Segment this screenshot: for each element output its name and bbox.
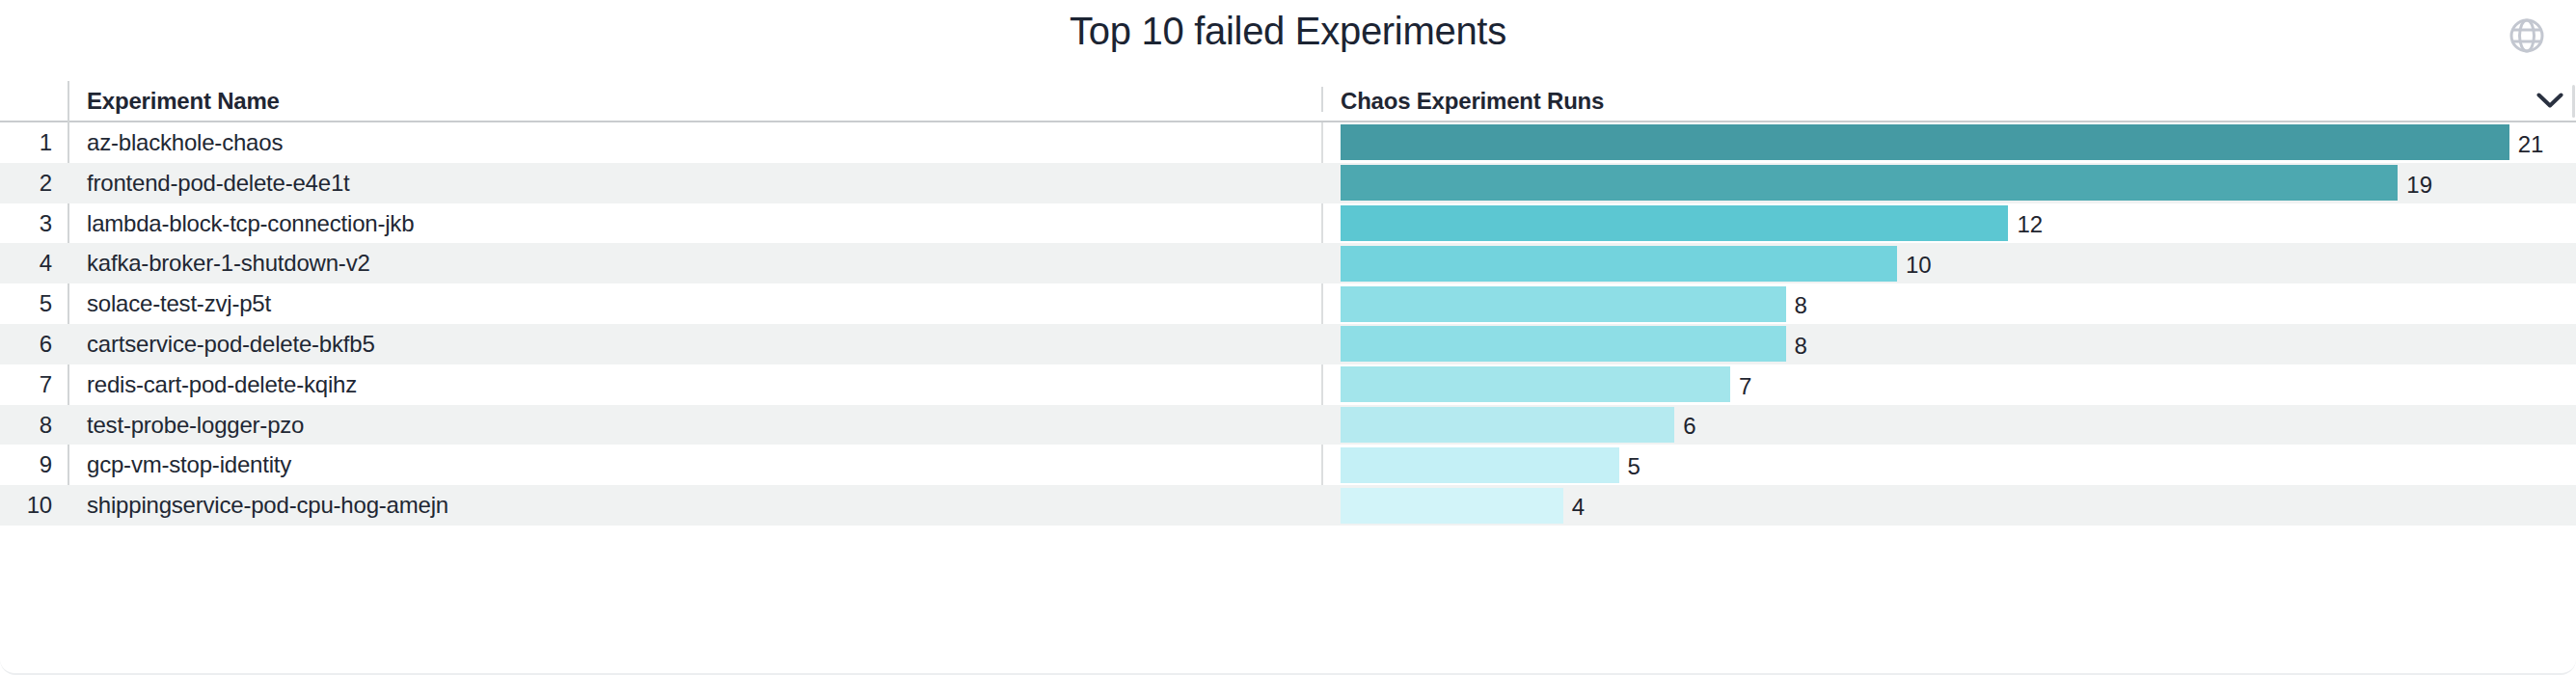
experiment-runs-bar[interactable]	[1341, 488, 1563, 524]
runs-column-divider-header	[1321, 87, 1323, 112]
row-number: 5	[0, 284, 52, 324]
experiment-name: az-blackhole-chaos	[87, 122, 283, 163]
top-failed-experiments-widget: Top 10 failed Experiments Experiment Nam…	[0, 0, 2576, 675]
bar-track: 5	[1341, 445, 2576, 485]
chevron-down-icon[interactable]	[2536, 93, 2563, 109]
experiment-runs-bar[interactable]	[1341, 205, 2008, 241]
experiment-runs-bar[interactable]	[1341, 326, 1786, 362]
experiment-name: kafka-broker-1-shutdown-v2	[87, 243, 370, 284]
table-row[interactable]: 3 lambda-block-tcp-connection-jkb 12	[0, 203, 2576, 244]
table-header: Experiment Name Chaos Experiment Runs	[0, 81, 2576, 122]
experiment-name: gcp-vm-stop-identity	[87, 445, 291, 485]
widget-title: Top 10 failed Experiments	[0, 8, 2576, 54]
experiment-runs-value: 8	[1795, 332, 1807, 361]
row-number: 3	[0, 203, 52, 244]
experiment-name: cartservice-pod-delete-bkfb5	[87, 324, 375, 364]
bar-track: 19	[1341, 163, 2576, 203]
table-row[interactable]: 6 cartservice-pod-delete-bkfb5 8	[0, 324, 2576, 364]
experiment-name: test-probe-logger-pzo	[87, 405, 304, 446]
row-number: 9	[0, 445, 52, 485]
experiment-runs-value: 7	[1739, 372, 1751, 401]
column-header-experiment-name[interactable]: Experiment Name	[87, 81, 280, 121]
bar-track: 12	[1341, 203, 2576, 244]
bar-track: 6	[1341, 405, 2576, 446]
table-row[interactable]: 7 redis-cart-pod-delete-kqihz 7	[0, 364, 2576, 405]
bar-track: 4	[1341, 485, 2576, 526]
table-row[interactable]: 4 kafka-broker-1-shutdown-v2 10	[0, 243, 2576, 284]
table-row[interactable]: 2 frontend-pod-delete-e4e1t 19	[0, 163, 2576, 203]
globe-icon[interactable]	[2508, 17, 2545, 54]
experiment-name: lambda-block-tcp-connection-jkb	[87, 203, 414, 244]
bar-track: 7	[1341, 364, 2576, 405]
table-row[interactable]: 10 shippingservice-pod-cpu-hog-amejn 4	[0, 485, 2576, 526]
row-number: 8	[0, 405, 52, 446]
bar-track: 8	[1341, 324, 2576, 364]
experiment-runs-value: 10	[1906, 251, 1932, 280]
experiment-runs-value: 21	[2518, 130, 2544, 159]
experiment-runs-value: 19	[2406, 171, 2432, 200]
experiment-name: solace-test-zvj-p5t	[87, 284, 271, 324]
table-row[interactable]: 1 az-blackhole-chaos 21	[0, 122, 2576, 163]
experiment-runs-value: 4	[1572, 493, 1585, 522]
experiment-runs-value: 8	[1795, 291, 1807, 320]
experiment-runs-bar[interactable]	[1341, 407, 1674, 443]
table-row[interactable]: 9 gcp-vm-stop-identity 5	[0, 445, 2576, 485]
experiment-runs-value: 5	[1628, 452, 1641, 481]
experiment-name: redis-cart-pod-delete-kqihz	[87, 364, 357, 405]
experiment-runs-value: 12	[2017, 210, 2043, 239]
bar-track: 21	[1341, 122, 2576, 163]
experiment-runs-bar[interactable]	[1341, 286, 1786, 322]
experiment-runs-bar[interactable]	[1341, 124, 2509, 160]
experiment-name: frontend-pod-delete-e4e1t	[87, 163, 350, 203]
row-number: 4	[0, 243, 52, 284]
row-number: 2	[0, 163, 52, 203]
table-body: 1 az-blackhole-chaos 21 2 frontend-pod-d…	[0, 122, 2576, 526]
experiment-runs-bar[interactable]	[1341, 366, 1730, 402]
scrollbar-thumb[interactable]	[2572, 85, 2575, 118]
experiment-runs-bar[interactable]	[1341, 246, 1897, 282]
row-number: 1	[0, 122, 52, 163]
experiment-runs-bar[interactable]	[1341, 447, 1619, 483]
experiment-runs-bar[interactable]	[1341, 165, 2398, 201]
bar-track: 8	[1341, 284, 2576, 324]
table-row[interactable]: 8 test-probe-logger-pzo 6	[0, 405, 2576, 446]
column-header-chaos-experiment-runs[interactable]: Chaos Experiment Runs	[1341, 81, 1604, 121]
table-row[interactable]: 5 solace-test-zvj-p5t 8	[0, 284, 2576, 324]
row-number: 7	[0, 364, 52, 405]
experiment-name: shippingservice-pod-cpu-hog-amejn	[87, 485, 448, 526]
row-number: 10	[0, 485, 52, 526]
row-number: 6	[0, 324, 52, 364]
bar-track: 10	[1341, 243, 2576, 284]
experiment-runs-value: 6	[1683, 412, 1695, 441]
